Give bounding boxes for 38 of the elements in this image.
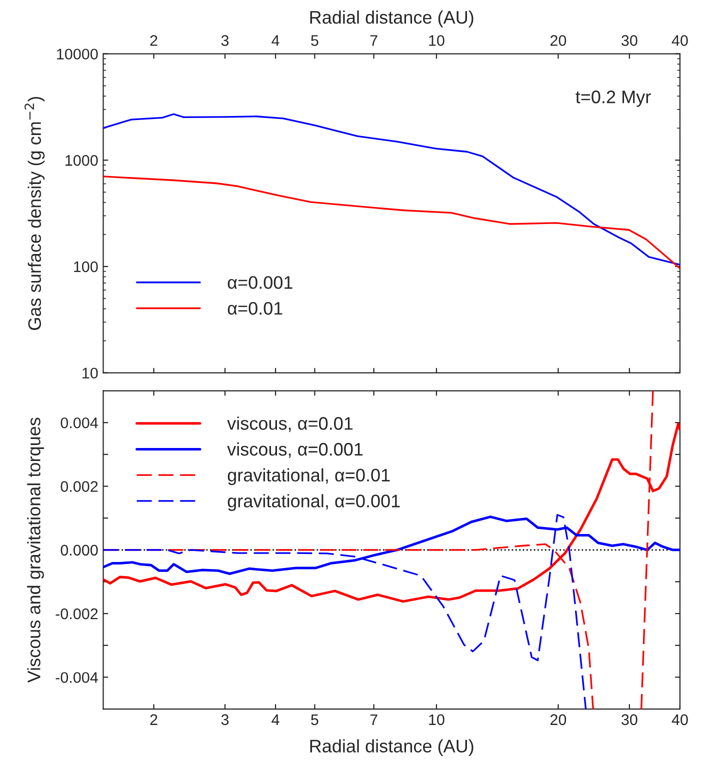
y-tick-label: 10000 xyxy=(57,48,98,60)
x-tick-label: 4 xyxy=(272,35,280,46)
x-tick-label: 10 xyxy=(429,714,444,726)
y-tick-label: 0.004 xyxy=(60,417,98,428)
x-tick-label: 30 xyxy=(622,35,638,46)
legend-label: α=0.001 xyxy=(228,276,292,289)
y-tick-label: -0.004 xyxy=(56,672,98,683)
y-tick-label: 1000 xyxy=(66,155,98,166)
y-tick-label: 10 xyxy=(82,368,98,379)
x-tick-label: 20 xyxy=(550,35,566,46)
x-tick-label: 2 xyxy=(150,714,158,725)
x-tick-label: 20 xyxy=(550,714,566,726)
x-tick-label: 7 xyxy=(370,35,378,46)
x-tick-label: 40 xyxy=(672,714,688,726)
legend-label: gravitational, α=0.01 xyxy=(228,468,390,486)
x-tick-label: 5 xyxy=(311,714,318,726)
x-tick-label: 3 xyxy=(221,714,229,726)
x-tick-label: 5 xyxy=(311,35,318,46)
legend-label: gravitational, α=0.001 xyxy=(228,494,400,511)
x-tick-label: 40 xyxy=(672,35,688,46)
x-tick-label: 10 xyxy=(429,35,444,46)
x-tick-label: 3 xyxy=(221,35,229,46)
y-tick-label: 0.002 xyxy=(60,481,98,492)
legend-label: α=0.01 xyxy=(228,302,282,315)
x-tick-label: 30 xyxy=(622,714,638,726)
x-axis-title: Radial distance (AU) xyxy=(310,10,474,28)
x-tick-label: 2 xyxy=(150,35,158,46)
annotation: t=0.2 Myr xyxy=(576,90,651,107)
legend-label: viscous, α=0.01 xyxy=(227,416,353,432)
x-tick-label: 4 xyxy=(272,714,280,725)
x-axis-title: Radial distance (AU) xyxy=(310,739,474,756)
y-tick-label: -0.002 xyxy=(56,608,98,620)
legend-label: viscous, α=0.001 xyxy=(227,442,363,458)
x-tick-label: 7 xyxy=(370,714,378,725)
y-tick-label: 100 xyxy=(74,261,98,272)
y-axis-title: Viscous and gravitational torques xyxy=(27,418,44,683)
y-tick-label: 0.000 xyxy=(60,544,98,556)
y-axis-title: Gas surface density (g cm$^{−2}$) xyxy=(24,96,45,330)
